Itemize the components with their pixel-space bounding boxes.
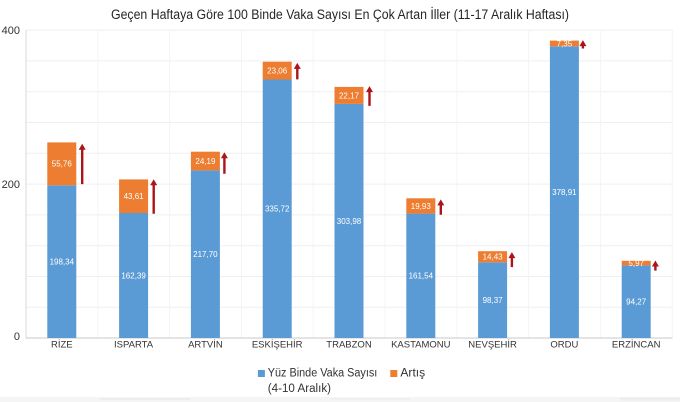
svg-text:KASTAMONU: KASTAMONU bbox=[391, 340, 451, 351]
svg-text:0: 0 bbox=[14, 331, 20, 343]
svg-text:ESKİŞEHİR: ESKİŞEHİR bbox=[252, 340, 303, 351]
svg-text:14,43: 14,43 bbox=[483, 253, 504, 262]
svg-text:NEVŞEHİR: NEVŞEHİR bbox=[468, 340, 517, 351]
svg-text:ORDU: ORDU bbox=[550, 340, 578, 351]
svg-text:RİZE: RİZE bbox=[51, 340, 73, 351]
svg-text:303,98: 303,98 bbox=[337, 217, 362, 226]
svg-text:Artış: Artış bbox=[400, 368, 425, 380]
svg-text:335,72: 335,72 bbox=[265, 205, 290, 214]
svg-text:22,17: 22,17 bbox=[339, 91, 360, 100]
svg-text:94,27: 94,27 bbox=[626, 298, 647, 307]
svg-text:ISPARTA: ISPARTA bbox=[114, 340, 154, 351]
svg-text:43,61: 43,61 bbox=[124, 192, 145, 201]
svg-text:(4-10 Aralık): (4-10 Aralık) bbox=[268, 383, 331, 395]
svg-text:217,70: 217,70 bbox=[193, 250, 218, 259]
svg-text:198,34: 198,34 bbox=[50, 258, 75, 267]
svg-text:19,93: 19,93 bbox=[411, 202, 432, 211]
svg-text:378,91: 378,91 bbox=[552, 188, 577, 197]
svg-text:98,37: 98,37 bbox=[483, 296, 504, 305]
svg-text:ERZİNCAN: ERZİNCAN bbox=[612, 340, 661, 351]
svg-text:Geçen Haftaya Göre 100 Binde V: Geçen Haftaya Göre 100 Binde Vaka Sayısı… bbox=[111, 7, 569, 22]
svg-text:24,19: 24,19 bbox=[195, 157, 216, 166]
svg-text:55,76: 55,76 bbox=[52, 160, 73, 169]
svg-text:23,06: 23,06 bbox=[267, 67, 288, 76]
svg-text:5,97: 5,97 bbox=[628, 259, 644, 268]
svg-text:Yüz Binde Vaka Sayısı: Yüz Binde Vaka Sayısı bbox=[268, 368, 378, 380]
svg-text:161,54: 161,54 bbox=[409, 272, 434, 281]
svg-text:TRABZON: TRABZON bbox=[326, 340, 372, 351]
svg-text:400: 400 bbox=[2, 25, 20, 37]
svg-text:ARTVİN: ARTVİN bbox=[188, 340, 223, 351]
svg-text:200: 200 bbox=[2, 179, 20, 191]
svg-text:162,39: 162,39 bbox=[121, 271, 146, 280]
svg-text:7,35: 7,35 bbox=[557, 39, 573, 48]
